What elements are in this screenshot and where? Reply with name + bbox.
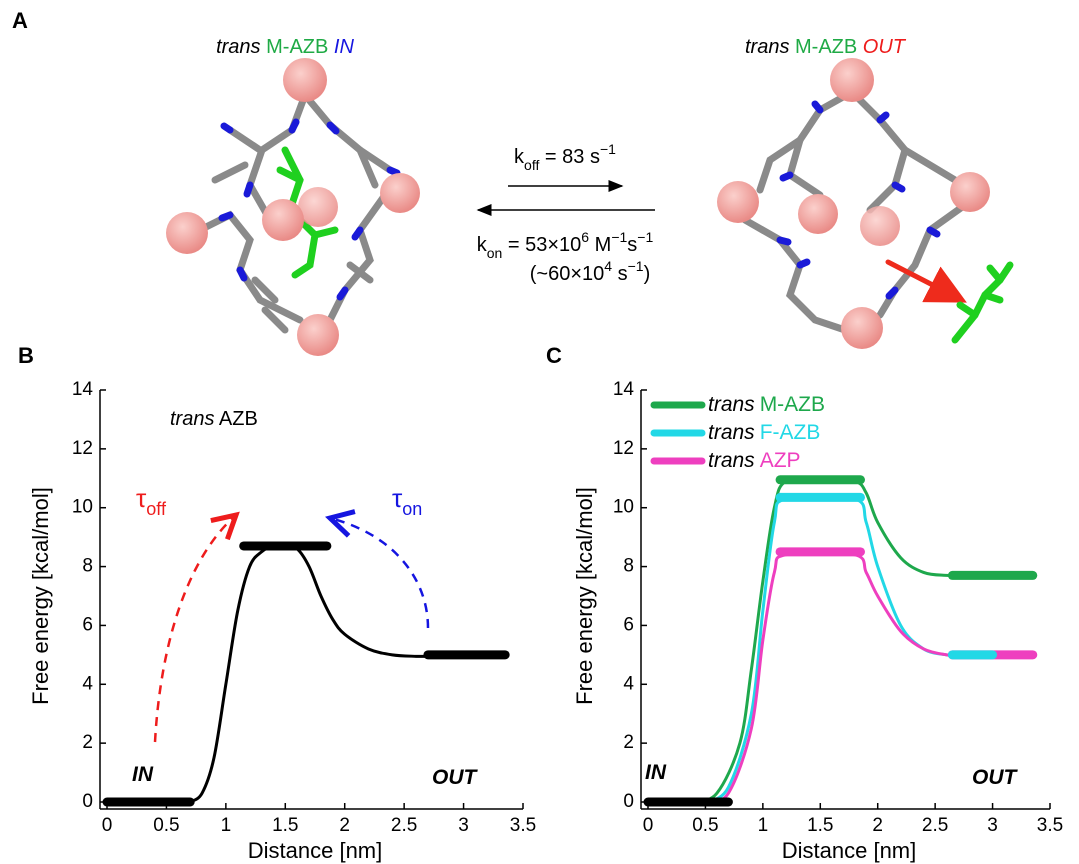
y-tick-label: 2 bbox=[623, 732, 634, 753]
text-part: OUT bbox=[857, 36, 907, 58]
x-tick-label: 0.5 bbox=[153, 815, 179, 836]
text-part: IN bbox=[132, 763, 154, 786]
rate-constant: (~60×104 s−1) bbox=[530, 258, 651, 286]
curve bbox=[694, 478, 958, 802]
x-tick-label: 3 bbox=[458, 815, 469, 836]
x-tick-label: 3 bbox=[987, 815, 998, 836]
panel-label: B bbox=[18, 343, 34, 368]
text-part: = 83 s bbox=[539, 146, 600, 168]
curve bbox=[705, 553, 958, 802]
text-part: 4 bbox=[604, 258, 612, 274]
y-tick-label: 6 bbox=[82, 614, 93, 635]
legend-label: F-AZB bbox=[760, 421, 821, 444]
y-axis-label: Free energy [kcal/mol] bbox=[28, 487, 53, 705]
x-axis-label: Distance [nm] bbox=[782, 838, 917, 863]
text-part: trans bbox=[745, 36, 789, 58]
text-part: M-AZB bbox=[261, 36, 329, 58]
x-tick-label: 3.5 bbox=[1037, 815, 1063, 836]
tau-on-arrow bbox=[330, 518, 428, 628]
y-tick-label: 4 bbox=[623, 673, 634, 694]
text-part: IN bbox=[328, 36, 354, 58]
text-part: ) bbox=[644, 263, 651, 285]
annotation: OUT bbox=[432, 766, 479, 789]
rate-constant: koff = 83 s−1 bbox=[514, 141, 616, 173]
y-axis-label: Free energy [kcal/mol] bbox=[572, 487, 597, 705]
tau-off-arrow bbox=[155, 515, 236, 742]
y-tick-label: 10 bbox=[613, 497, 634, 518]
legend-prefix: trans bbox=[708, 449, 755, 472]
curve bbox=[190, 545, 428, 802]
y-tick-label: 2 bbox=[82, 732, 93, 753]
y-tick-label: 6 bbox=[623, 614, 634, 635]
text-part: M-AZB bbox=[789, 36, 857, 58]
text-part: off bbox=[146, 499, 167, 519]
y-tick-label: 14 bbox=[613, 379, 635, 400]
figure: A trans M-AZB INtrans M-AZB OUTkoff = 83… bbox=[0, 0, 1079, 864]
text-part: −1 bbox=[611, 229, 627, 245]
text-part: −1 bbox=[600, 141, 616, 157]
rate-constant: kon = 53×106 M−1s−1 bbox=[477, 229, 654, 261]
text-part: (~60×10 bbox=[530, 263, 605, 285]
annotation: τon bbox=[392, 483, 422, 519]
text-part: IN bbox=[645, 761, 667, 784]
x-tick-label: 0 bbox=[102, 815, 113, 836]
annotation: trans AZB bbox=[170, 408, 258, 430]
text-part: M bbox=[589, 234, 611, 256]
x-tick-label: 1.5 bbox=[807, 815, 833, 836]
text-part: trans bbox=[216, 36, 260, 58]
x-tick-label: 1 bbox=[758, 815, 769, 836]
structure-title: trans M-AZB OUT bbox=[745, 36, 907, 58]
structure-title: trans M-AZB IN bbox=[216, 36, 354, 58]
text-part: off bbox=[524, 157, 539, 173]
text-part: trans bbox=[170, 408, 214, 430]
x-tick-label: 2 bbox=[872, 815, 883, 836]
y-tick-label: 8 bbox=[82, 556, 93, 577]
text-part: −1 bbox=[628, 258, 644, 274]
text-part: OUT bbox=[432, 766, 479, 789]
legend-prefix: trans bbox=[708, 421, 755, 444]
x-tick-label: 1 bbox=[221, 815, 232, 836]
y-tick-label: 12 bbox=[72, 438, 93, 459]
cage-out bbox=[717, 58, 1010, 349]
text-part: −1 bbox=[637, 229, 653, 245]
text-part: AZB bbox=[214, 408, 257, 430]
text-part: s bbox=[627, 234, 637, 256]
x-tick-label: 2.5 bbox=[391, 815, 417, 836]
text-part: on bbox=[487, 245, 503, 261]
panel-label: A bbox=[12, 8, 28, 33]
annotation: IN bbox=[132, 763, 154, 786]
x-tick-label: 3.5 bbox=[510, 815, 536, 836]
legend-label: AZP bbox=[760, 449, 801, 472]
y-tick-label: 0 bbox=[623, 791, 634, 812]
legend-prefix: trans bbox=[708, 393, 755, 416]
text-part: 6 bbox=[581, 229, 589, 245]
x-tick-label: 1.5 bbox=[272, 815, 298, 836]
page: A trans M-AZB INtrans M-AZB OUTkoff = 83… bbox=[0, 0, 1079, 864]
x-tick-label: 2.5 bbox=[922, 815, 948, 836]
y-tick-label: 12 bbox=[613, 438, 634, 459]
annotation: OUT bbox=[972, 766, 1019, 789]
text-part: = 53×10 bbox=[502, 234, 581, 256]
legend-label: M-AZB bbox=[760, 393, 825, 416]
x-axis-label: Distance [nm] bbox=[248, 838, 383, 863]
text-part: s bbox=[612, 263, 628, 285]
x-tick-label: 2 bbox=[339, 815, 350, 836]
y-tick-label: 4 bbox=[82, 673, 93, 694]
y-tick-label: 14 bbox=[72, 379, 94, 400]
x-tick-label: 0.5 bbox=[692, 815, 718, 836]
annotation: IN bbox=[645, 761, 667, 784]
panel-label: C bbox=[546, 343, 562, 368]
y-tick-label: 8 bbox=[623, 556, 634, 577]
y-tick-label: 10 bbox=[72, 497, 93, 518]
text-part: OUT bbox=[972, 766, 1019, 789]
x-tick-label: 0 bbox=[643, 815, 654, 836]
text-part: on bbox=[402, 499, 422, 519]
cage-in bbox=[166, 58, 420, 356]
annotation: τoff bbox=[136, 483, 167, 519]
y-tick-label: 0 bbox=[82, 791, 93, 812]
